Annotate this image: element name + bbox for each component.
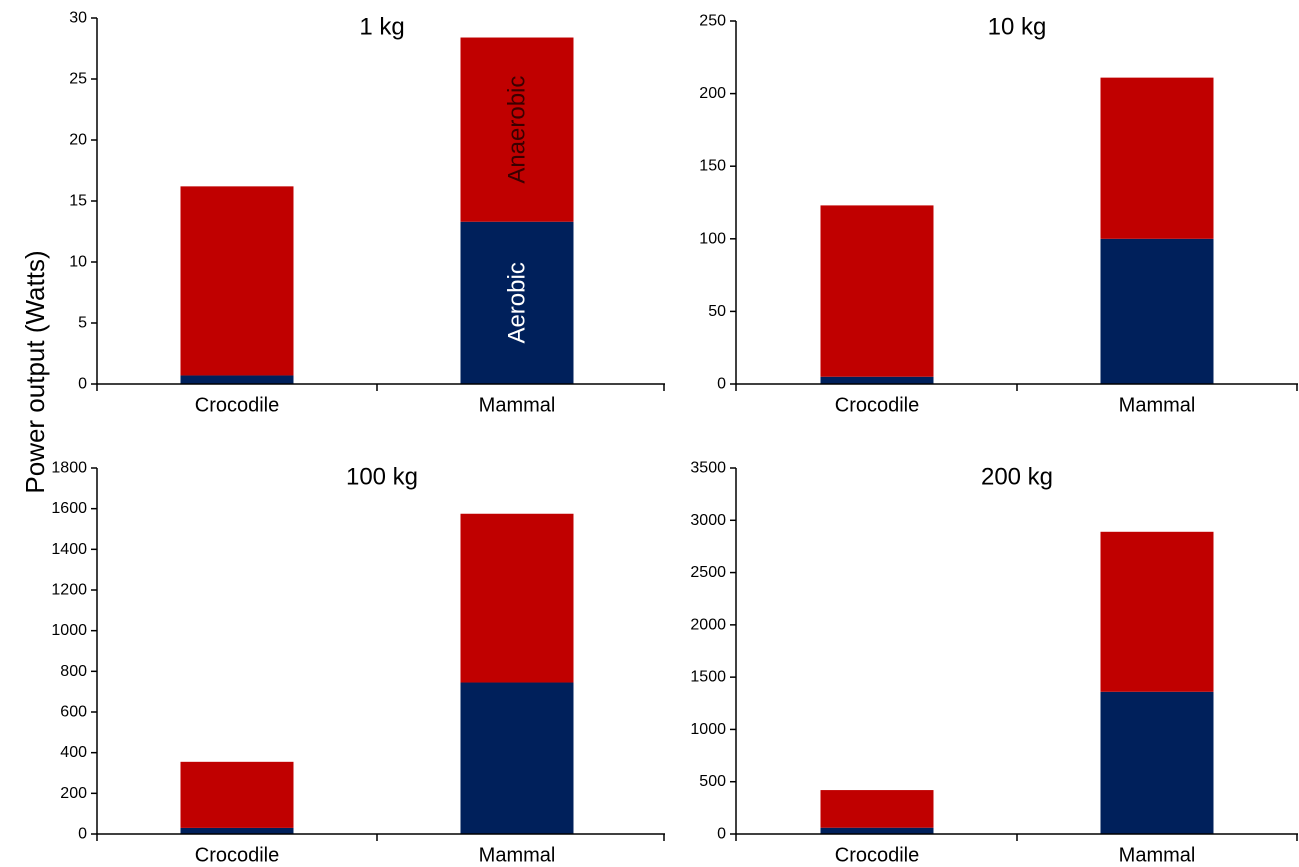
x-tick-label-crocodile: Crocodile <box>195 844 279 866</box>
bar-aerobic-crocodile <box>820 827 934 834</box>
y-tick-label: 30 <box>69 10 87 27</box>
y-tick-label: 800 <box>60 663 87 680</box>
y-tick-label: 0 <box>78 376 87 393</box>
bar-anaerobic-crocodile <box>820 790 934 828</box>
y-tick-label: 25 <box>69 71 87 88</box>
bar-aerobic-mammal <box>1100 691 1214 834</box>
y-tick-label: 1200 <box>51 582 87 599</box>
bar-anaerobic-crocodile <box>820 205 934 377</box>
bar-aerobic-mammal <box>1100 238 1214 384</box>
y-tick-label: 20 <box>69 132 87 149</box>
x-tick-label-mammal: Mammal <box>1119 394 1196 416</box>
y-tick-label: 0 <box>78 826 87 843</box>
bar-anaerobic-mammal <box>1100 531 1214 692</box>
y-tick-label: 150 <box>699 158 726 175</box>
x-tick-label-mammal: Mammal <box>479 844 556 866</box>
y-tick-label: 600 <box>60 704 87 721</box>
y-tick-label: 200 <box>60 785 87 802</box>
x-tick-label-crocodile: Crocodile <box>835 394 919 416</box>
bar-aerobic-crocodile <box>180 375 294 384</box>
y-tick-label: 500 <box>699 773 726 790</box>
chart-panel-3: 100 kg 0 200 400 600 800 1000 1200 1400 1600 1800 C… <box>51 460 665 866</box>
y-tick-label: 2000 <box>690 616 726 633</box>
y-tick-label: 1500 <box>690 669 726 686</box>
x-tick-label-mammal: Mammal <box>479 394 556 416</box>
bar-aerobic-crocodile <box>820 376 934 384</box>
bar-aerobic-crocodile <box>180 827 294 834</box>
y-tick-label: 2500 <box>690 564 726 581</box>
chart-panel-1: 1 kg 0 5 10 15 20 25 30 Crocodile Mammal Aerobic An… <box>69 10 665 416</box>
y-tick-label: 15 <box>69 193 87 210</box>
panel-title: 1 kg <box>359 13 404 40</box>
panel-title: 200 kg <box>981 463 1053 490</box>
bar-anaerobic-mammal <box>460 37 574 222</box>
y-tick-label: 3500 <box>690 460 726 477</box>
chart-panel-2: 10 kg 0 50 100 150 200 250 Crocodile Mammal <box>699 13 1298 416</box>
y-tick-label: 50 <box>708 303 726 320</box>
x-tick-label-crocodile: Crocodile <box>835 844 919 866</box>
x-tick-label-crocodile: Crocodile <box>195 394 279 416</box>
chart-panel-4: 200 kg 0 500 1000 1500 2000 2500 3000 3500 Crocod… <box>690 460 1298 866</box>
y-tick-label: 1000 <box>51 622 87 639</box>
bar-aerobic-mammal <box>460 221 574 384</box>
y-tick-label: 3000 <box>690 512 726 529</box>
x-tick-label-mammal: Mammal <box>1119 844 1196 866</box>
y-tick-label: 100 <box>699 230 726 247</box>
y-tick-label: 250 <box>699 13 726 30</box>
y-tick-label: 200 <box>699 85 726 102</box>
panel-title: 100 kg <box>346 463 418 490</box>
annotation-aerobic: Aerobic <box>504 262 531 343</box>
y-tick-label: 5 <box>78 315 87 332</box>
annotation-anaerobic: Anaerobic <box>504 76 531 184</box>
y-tick-label: 10 <box>69 254 87 271</box>
bar-anaerobic-crocodile <box>180 186 294 376</box>
bar-anaerobic-mammal <box>1100 77 1214 239</box>
bar-anaerobic-mammal <box>460 513 574 683</box>
y-tick-label: 1400 <box>51 541 87 558</box>
bar-anaerobic-crocodile <box>180 761 294 828</box>
y-tick-label: 0 <box>717 826 726 843</box>
y-tick-label: 1800 <box>51 460 87 477</box>
panel-title: 10 kg <box>988 13 1047 40</box>
y-axis-label: Power output (Watts) <box>20 250 50 493</box>
y-tick-label: 1000 <box>690 721 726 738</box>
y-tick-label: 0 <box>717 376 726 393</box>
y-tick-label: 400 <box>60 744 87 761</box>
bar-aerobic-mammal <box>460 682 574 834</box>
y-tick-label: 1600 <box>51 500 87 517</box>
